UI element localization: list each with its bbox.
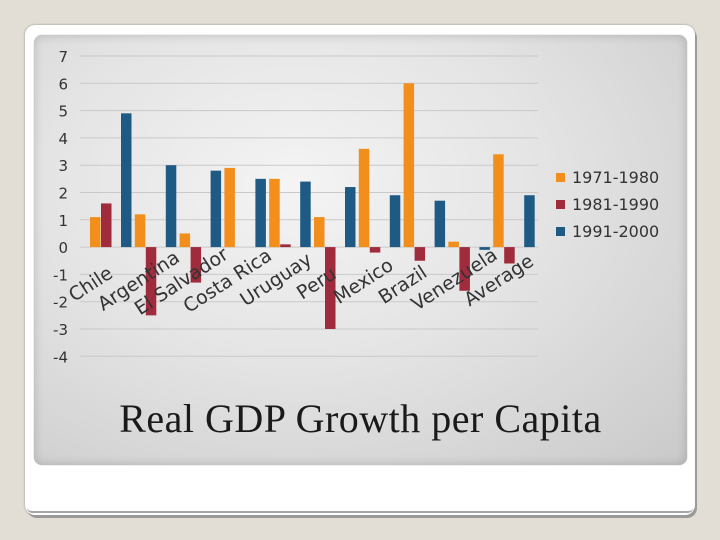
bar-venezuela-2 <box>479 247 490 250</box>
legend-label: 1991-2000 <box>572 222 659 241</box>
y-tick-label: -1 <box>53 266 68 284</box>
bar-costa-rica-0 <box>224 167 235 248</box>
legend-label: 1981-1990 <box>572 195 659 214</box>
bar-peru-0 <box>314 217 325 248</box>
bar-chile-2 <box>121 113 132 248</box>
chart-panel <box>34 35 687 465</box>
bar-venezuela-1 <box>459 247 470 291</box>
y-tick-label: 0 <box>58 239 68 257</box>
bar-argentina-0 <box>134 214 146 248</box>
y-tick-label: 4 <box>58 130 68 148</box>
bar-uruguay-0 <box>269 178 280 248</box>
bar-argentina-2 <box>165 165 177 248</box>
y-tick-label: 1 <box>58 212 68 230</box>
bar-mexico-0 <box>358 148 370 248</box>
y-tick-label: -3 <box>53 321 68 339</box>
bar-mexico-2 <box>389 195 401 248</box>
y-tick-label: -2 <box>53 294 68 312</box>
bar-average-0 <box>493 154 504 248</box>
bar-venezuela-0 <box>448 241 459 248</box>
bar-brazil-2 <box>434 200 446 248</box>
legend-label: 1971-1980 <box>572 168 659 187</box>
legend-swatch <box>556 173 565 182</box>
bar-el-salvador-2 <box>210 170 222 248</box>
bar-average-1 <box>504 247 515 264</box>
bar-costa-rica-2 <box>255 178 266 248</box>
bar-argentina-1 <box>145 247 157 316</box>
legend-swatch <box>556 227 565 236</box>
bar-chile-1 <box>101 203 112 248</box>
y-tick-label: 2 <box>58 185 68 203</box>
bar-uruguay-1 <box>280 244 291 248</box>
bar-peru-2 <box>345 187 356 248</box>
bar-chile-0 <box>90 217 101 248</box>
y-tick-label: 6 <box>58 75 68 93</box>
y-tick-label: -4 <box>53 348 68 366</box>
bar-el-salvador-1 <box>190 247 202 283</box>
bar-mexico-1 <box>369 247 381 253</box>
slide-title: Real GDP Growth per Capita <box>119 396 602 441</box>
bar-el-salvador-0 <box>179 233 191 248</box>
bar-brazil-1 <box>414 247 426 261</box>
bar-uruguay-2 <box>300 181 311 248</box>
bar-brazil-0 <box>403 83 415 248</box>
bar-average-2 <box>524 195 535 248</box>
legend-swatch <box>556 200 565 209</box>
y-tick-label: 5 <box>58 103 68 121</box>
y-tick-label: 7 <box>58 48 68 66</box>
y-tick-label: 3 <box>58 157 68 175</box>
bar-peru-1 <box>325 247 336 329</box>
